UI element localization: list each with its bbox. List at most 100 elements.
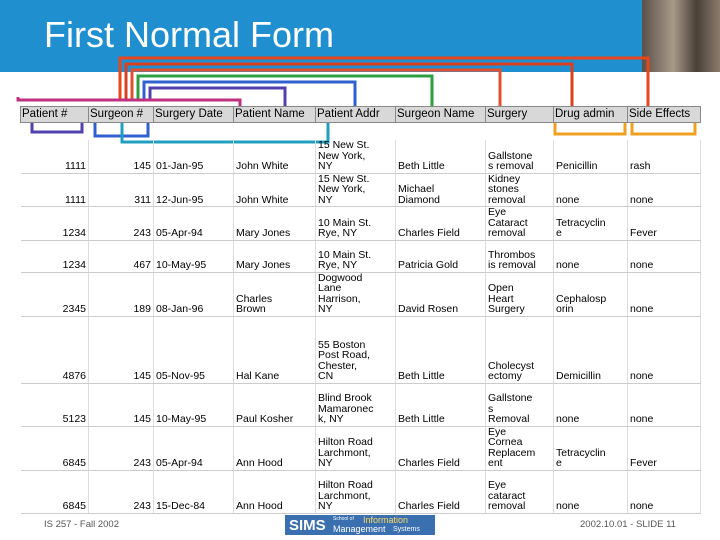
- table-cell: Fever: [627, 426, 701, 471]
- column-header: Surgery Date: [153, 106, 234, 123]
- building-photo: [642, 0, 720, 72]
- table-cell: Penicillin: [553, 140, 628, 174]
- footer-right: 2002.10.01 - SLIDE 11: [580, 519, 676, 530]
- column-header: Drug admin: [553, 106, 628, 123]
- table-cell: Michael Diamond: [395, 173, 486, 207]
- data-table: Patient # Surgeon # Surgery Date Patient Na…: [20, 106, 701, 514]
- spacer-cell: [554, 123, 628, 141]
- table-cell: 145: [88, 316, 154, 384]
- logo-management: Management: [333, 524, 386, 534]
- logo: SIMS School of Information Management Sy…: [285, 515, 435, 535]
- table-cell: 189: [88, 272, 154, 317]
- logo-systems: Systems: [393, 526, 420, 533]
- column-header: Patient #: [20, 106, 89, 123]
- table-cell: 10-May-95: [153, 240, 234, 273]
- dependency-arrows: [16, 56, 697, 144]
- slide-title: First Normal Form: [44, 14, 334, 55]
- table-cell: 15 New St. New York, NY: [315, 173, 396, 207]
- spacer-cell: [154, 123, 234, 141]
- table-cell: 12-Jun-95: [153, 173, 234, 207]
- table-cell: Beth Little: [395, 316, 486, 384]
- table-row: 6845 243 15-Dec-84 Ann Hood Hilton Road Larc…: [20, 470, 701, 514]
- table-cell: 08-Jan-96: [153, 272, 234, 317]
- table-cell: John White: [233, 173, 316, 207]
- table-cell: 145: [88, 383, 154, 427]
- logo-school: School of: [333, 516, 354, 522]
- table-cell: Paul Kosher: [233, 383, 316, 427]
- table-cell: none: [553, 173, 628, 207]
- table-cell: David Rosen: [395, 272, 486, 317]
- spacer-cell: [234, 123, 316, 141]
- table-row: 6845 243 05-Apr-94 Ann Hood Hilton Road Larc…: [20, 426, 701, 471]
- table-cell: none: [627, 173, 701, 207]
- table-cell: Demicillin: [553, 316, 628, 384]
- table-cell: Kidney stones removal: [485, 173, 554, 207]
- table-cell: 1111: [20, 140, 89, 174]
- column-header: Patient Name: [233, 106, 316, 123]
- table-cell: 05-Nov-95: [153, 316, 234, 384]
- table-cell: none: [627, 470, 701, 514]
- table-cell: Gallstone s removal: [485, 140, 554, 174]
- table-cell: 5123: [20, 383, 89, 427]
- spacer-cell: [486, 123, 554, 141]
- column-header: Surgery: [485, 106, 554, 123]
- table-cell: none: [627, 316, 701, 384]
- table-row: 2345 189 08-Jan-96 Charles Brown Dogwood Lan…: [20, 272, 701, 317]
- column-header: Surgeon Name: [395, 106, 486, 123]
- table-cell: Dogwood Lane Harrison, NY: [315, 272, 396, 317]
- spacer-row: [21, 123, 701, 141]
- table-cell: Charles Field: [395, 426, 486, 471]
- table-cell: 467: [88, 240, 154, 273]
- spacer-cell: [628, 123, 701, 141]
- spacer-cell: [396, 123, 486, 141]
- column-header: Surgeon #: [88, 106, 154, 123]
- header-row: Patient # Surgeon # Surgery Date Patient Na…: [20, 106, 701, 123]
- spacer-cell: [316, 123, 396, 141]
- table-cell: Thrombos is removal: [485, 240, 554, 273]
- table-cell: 243: [88, 206, 154, 241]
- table-cell: 15 New St. New York, NY: [315, 140, 396, 174]
- table-cell: rash: [627, 140, 701, 174]
- table-cell: 01-Jan-95: [153, 140, 234, 174]
- table-cell: Ann Hood: [233, 426, 316, 471]
- table-cell: John White: [233, 140, 316, 174]
- table-cell: 1234: [20, 206, 89, 241]
- table-row: 1111 311 12-Jun-95 John White 15 New St. New…: [20, 173, 701, 207]
- table-cell: Tetracyclin e: [553, 426, 628, 471]
- table-cell: Eye Cataract removal: [485, 206, 554, 241]
- table-cell: 4876: [20, 316, 89, 384]
- table-cell: none: [553, 240, 628, 273]
- table-cell: 243: [88, 426, 154, 471]
- logo-information: Information: [363, 515, 409, 525]
- table-cell: Mary Jones: [233, 240, 316, 273]
- table-cell: none: [553, 470, 628, 514]
- table-cell: 10 Main St. Rye, NY: [315, 240, 396, 273]
- table-cell: 145: [88, 140, 154, 174]
- table-cell: Hilton Road Larchmont, NY: [315, 426, 396, 471]
- table-row: 1234 243 05-Apr-94 Mary Jones 10 Main St. Ry…: [20, 206, 701, 241]
- table-cell: 05-Apr-94: [153, 206, 234, 241]
- footer-left: IS 257 - Fall 2002: [44, 519, 119, 530]
- table-row: 5123 145 10-May-95 Paul Kosher Blind Brook M…: [20, 383, 701, 427]
- table-cell: Fever: [627, 206, 701, 241]
- table-cell: none: [627, 272, 701, 317]
- spacer-cell: [21, 123, 89, 141]
- table-cell: Patricia Gold: [395, 240, 486, 273]
- table-cell: Mary Jones: [233, 206, 316, 241]
- table-row: 4876 145 05-Nov-95 Hal Kane 55 Boston Post R…: [20, 316, 701, 384]
- table-cell: none: [627, 383, 701, 427]
- table-cell: Hilton Road Larchmont, NY: [315, 470, 396, 514]
- table-cell: Tetracyclin e: [553, 206, 628, 241]
- table-cell: 1234: [20, 240, 89, 273]
- table-cell: Ann Hood: [233, 470, 316, 514]
- table-cell: 1111: [20, 173, 89, 207]
- table-cell: Cephalosp orin: [553, 272, 628, 317]
- table-cell: Charles Field: [395, 470, 486, 514]
- table-cell: Eye cataract removal: [485, 470, 554, 514]
- table-cell: 10-May-95: [153, 383, 234, 427]
- table-cell: Beth Little: [395, 383, 486, 427]
- table-cell: Charles Field: [395, 206, 486, 241]
- table-cell: Beth Little: [395, 140, 486, 174]
- table-cell: 6845: [20, 426, 89, 471]
